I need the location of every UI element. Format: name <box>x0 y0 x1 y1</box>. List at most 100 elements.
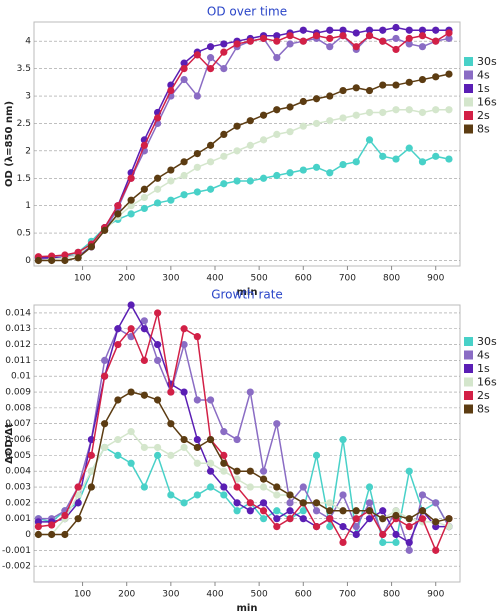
data-point <box>365 32 374 40</box>
y-tick-label: 0.005 <box>5 451 31 461</box>
data-point <box>180 171 188 180</box>
data-point <box>193 51 201 59</box>
data-point <box>220 467 228 475</box>
data-point <box>233 147 241 155</box>
data-point <box>365 26 374 34</box>
data-point <box>405 538 413 547</box>
data-point <box>312 451 321 459</box>
data-point <box>34 256 43 265</box>
data-point <box>273 523 281 531</box>
data-point <box>326 515 334 523</box>
data-point <box>286 103 294 111</box>
data-point <box>87 451 95 459</box>
data-point <box>326 92 334 100</box>
data-point <box>246 467 254 475</box>
data-point <box>418 43 427 51</box>
data-point <box>127 174 135 182</box>
data-point <box>259 515 268 523</box>
data-point <box>379 538 387 547</box>
data-point <box>167 166 175 174</box>
x-tick-label: 700 <box>339 274 356 284</box>
data-point <box>286 491 294 499</box>
data-point <box>418 491 427 499</box>
legend-swatch <box>464 57 473 66</box>
data-point <box>259 34 268 43</box>
data-point <box>405 34 413 43</box>
data-point <box>326 507 334 515</box>
x-tick-label: 400 <box>206 274 223 284</box>
data-point <box>220 483 228 491</box>
data-point <box>352 111 360 119</box>
data-point <box>206 54 215 62</box>
data-point <box>180 158 188 166</box>
data-point <box>326 34 334 43</box>
data-point <box>246 483 254 491</box>
data-point <box>114 325 122 333</box>
chart-title: Growth rate <box>211 288 283 302</box>
data-point <box>339 507 347 515</box>
data-point <box>140 317 148 325</box>
data-point <box>34 530 43 539</box>
data-point <box>273 515 281 523</box>
data-point <box>445 29 453 37</box>
data-point <box>392 45 400 54</box>
x-tick-label: 700 <box>339 590 356 600</box>
data-point <box>432 26 440 34</box>
data-point <box>140 356 148 364</box>
data-point <box>312 523 321 531</box>
data-point <box>180 340 188 349</box>
data-point <box>206 65 215 73</box>
legend-swatch <box>464 337 473 346</box>
data-point <box>180 499 188 507</box>
y-tick-label: 0.001 <box>5 514 31 524</box>
data-point <box>273 420 281 428</box>
data-point <box>299 483 307 491</box>
data-point <box>392 155 400 163</box>
data-point <box>379 152 387 160</box>
y-tick-label: 1 <box>25 201 31 211</box>
data-point <box>127 301 135 309</box>
data-point <box>365 108 374 117</box>
data-point <box>405 467 413 475</box>
y-tick-label: 0.004 <box>5 467 31 477</box>
data-point <box>392 23 400 32</box>
data-point <box>246 177 254 185</box>
data-point <box>206 483 215 491</box>
data-point <box>233 467 241 475</box>
data-point <box>273 130 281 139</box>
y-tick-label: 1.5 <box>17 174 31 184</box>
data-point <box>352 158 360 166</box>
data-point <box>180 65 188 73</box>
data-point <box>140 193 148 202</box>
legend-swatch <box>464 404 473 414</box>
data-point <box>418 507 427 515</box>
data-point <box>339 491 347 499</box>
data-point <box>392 81 400 89</box>
data-point <box>206 396 215 404</box>
data-point <box>233 483 241 491</box>
series-line <box>38 312 450 553</box>
data-point <box>114 435 122 444</box>
data-point <box>233 507 241 515</box>
legend-label: 4s <box>477 69 490 82</box>
legend-swatch <box>464 97 473 107</box>
data-point <box>220 65 228 73</box>
data-point <box>101 226 109 234</box>
data-point <box>180 59 188 67</box>
data-point <box>101 443 109 452</box>
data-point <box>299 499 307 507</box>
legend-label: 8s <box>477 403 490 416</box>
data-point <box>220 48 228 56</box>
data-point <box>273 106 281 114</box>
data-point <box>286 507 294 515</box>
data-point <box>379 37 387 45</box>
legend-label: 16s <box>477 96 497 109</box>
x-tick-label: 200 <box>118 274 135 284</box>
y-tick-label: -0.001 <box>2 546 31 556</box>
data-point <box>405 546 413 554</box>
data-point <box>392 530 400 539</box>
data-point <box>326 43 334 51</box>
data-point <box>127 388 135 396</box>
data-point <box>193 396 201 404</box>
legend-label: 16s <box>477 376 497 389</box>
